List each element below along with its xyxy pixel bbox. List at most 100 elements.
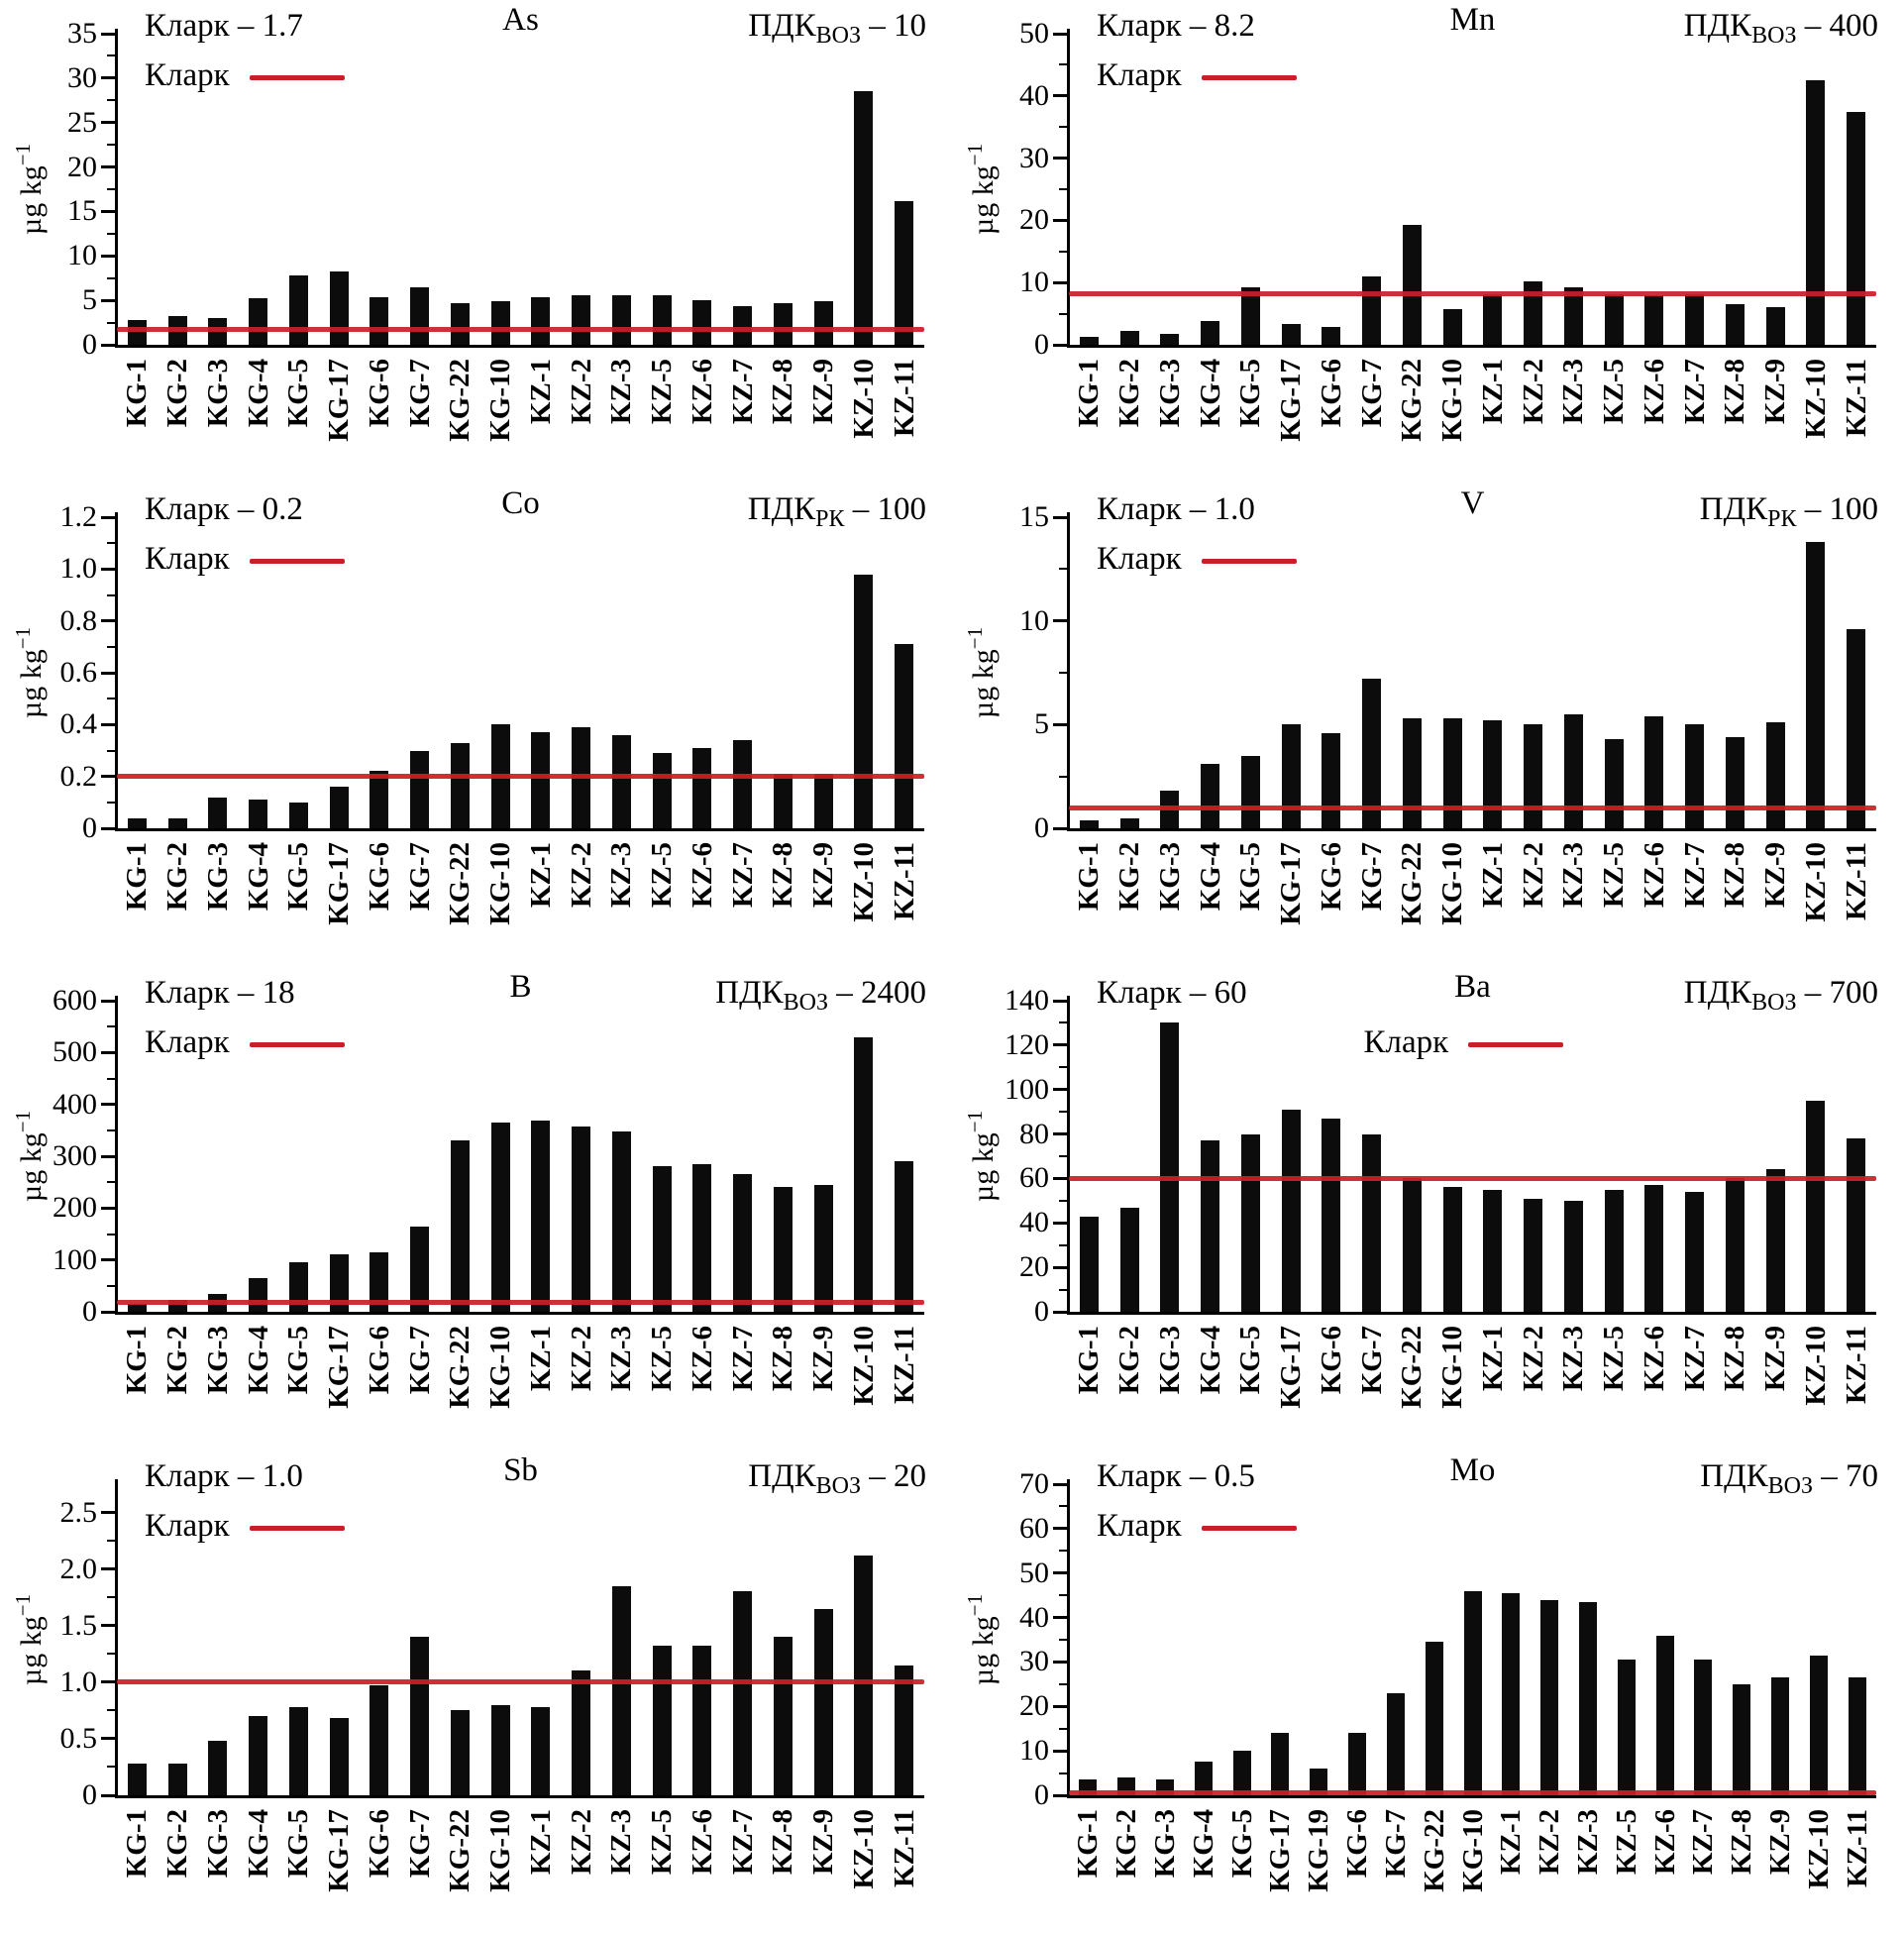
y-tick-label: 500 <box>53 1035 97 1069</box>
x-tick-label-KZ-9: KZ-9 <box>807 1809 839 1876</box>
y-minor-tick-mark <box>107 749 115 752</box>
x-tick-label-KG-10: KG-10 <box>1436 359 1468 442</box>
y-tick-label: 0 <box>1034 328 1049 361</box>
bar-KG-22 <box>451 302 470 345</box>
y-axis-line <box>1067 29 1070 345</box>
bar-KZ-3 <box>612 1130 631 1312</box>
y-minor-tick-mark <box>107 1766 115 1769</box>
y-tick-label: 15 <box>67 194 97 228</box>
clarke-legend-line <box>249 74 345 80</box>
x-tick-label-KZ-5: KZ-5 <box>1598 359 1630 425</box>
y-tick-label: 40 <box>1019 78 1049 112</box>
x-tick-label-KG-17: KG-17 <box>323 359 355 442</box>
y-tick-label: 20 <box>1019 203 1049 237</box>
x-tick-label-KG-2: KG-2 <box>1113 1326 1145 1395</box>
bar-KZ-10 <box>854 91 873 345</box>
bar-KG-6 <box>1322 327 1340 345</box>
bar-KZ-9 <box>1766 1169 1785 1312</box>
x-tick-label-KG-2: KG-2 <box>161 1326 193 1395</box>
y-tick-mark <box>101 1050 115 1054</box>
y-axis-line <box>1067 512 1070 828</box>
y-tick-label: 0.2 <box>59 759 98 793</box>
x-tick-label-KZ-8: KZ-8 <box>767 1326 798 1392</box>
x-tick-label-KZ-6: KZ-6 <box>687 1326 718 1392</box>
chart-panel-Mo: µg kg−1 Кларк – 0.5 Mo ПДКВОЗ – 70 Кларк 0 10 2… <box>952 1450 1904 1934</box>
y-tick-label: 20 <box>1019 1250 1049 1284</box>
x-tick-label-KZ-5: KZ-5 <box>1611 1809 1642 1876</box>
bar-KG-4 <box>249 800 267 828</box>
bar-KZ-8 <box>1726 736 1745 828</box>
pdk-base: ПДК <box>747 491 816 527</box>
y-axis-line <box>115 512 118 828</box>
x-tick-label-KG-22: KG-22 <box>444 1809 476 1892</box>
bar-KZ-7 <box>733 305 752 345</box>
element-title: Sb <box>503 1452 538 1488</box>
y-tick-mark <box>101 254 115 258</box>
clarke-legend-line <box>1201 74 1297 80</box>
pdk-base: ПДК <box>715 975 784 1011</box>
x-tick-label-KZ-3: KZ-3 <box>605 1809 637 1876</box>
y-minor-tick-mark <box>1059 63 1067 66</box>
x-tick-label-KG-22: KG-22 <box>1419 1809 1450 1892</box>
clarke-value-label: Кларк – 1.0 <box>145 1458 303 1494</box>
bar-KG-10 <box>1443 1187 1462 1312</box>
bar-KZ-3 <box>1564 713 1583 828</box>
pdk-base: ПДК <box>1700 1458 1768 1494</box>
pdk-label: ПДКВОЗ – 70 <box>1700 1458 1878 1500</box>
bar-KZ-9 <box>1771 1677 1789 1795</box>
y-tick-mark <box>101 1680 115 1684</box>
x-tick-label-KZ-8: KZ-8 <box>767 842 798 909</box>
bar-KZ-5 <box>1605 1189 1624 1312</box>
bar-KG-2 <box>1120 331 1139 345</box>
x-tick-label-KZ-9: KZ-9 <box>807 842 839 909</box>
x-tick-label-KZ-9: KZ-9 <box>807 1326 839 1392</box>
bar-KG-17 <box>1271 1733 1289 1795</box>
bar-KG-19 <box>1310 1769 1327 1795</box>
clarke-legend: Кларк <box>145 57 345 94</box>
clarke-legend-label: Кларк <box>1097 1508 1182 1544</box>
bar-KZ-3 <box>612 734 631 828</box>
bar-KG-5 <box>1233 1751 1251 1795</box>
y-tick-mark <box>101 165 115 169</box>
x-tick-label-KZ-5: KZ-5 <box>646 359 678 425</box>
bar-KZ-10 <box>854 1555 873 1795</box>
bar-KZ-10 <box>854 574 873 828</box>
y-tick-label: 0 <box>82 1295 97 1328</box>
bar-KZ-1 <box>531 732 550 828</box>
x-tick-label-KG-3: KG-3 <box>202 1809 234 1879</box>
bar-KG-2 <box>168 1764 187 1795</box>
y-tick-mark <box>101 1206 115 1210</box>
y-tick-mark <box>1053 32 1067 36</box>
y-tick-label: 10 <box>1019 603 1049 637</box>
y-minor-tick-mark <box>1059 126 1067 129</box>
bar-KZ-3 <box>612 1585 631 1795</box>
y-tick-mark <box>1053 218 1067 222</box>
y-tick-mark <box>101 775 115 779</box>
y-tick-label: 1.0 <box>59 552 98 586</box>
bar-KG-4 <box>249 1716 267 1795</box>
y-tick-mark <box>1053 1043 1067 1047</box>
x-tick-label-KZ-1: KZ-1 <box>1477 359 1509 425</box>
x-tick-label-KG-1: KG-1 <box>1073 842 1105 912</box>
x-tick-label-KZ-3: KZ-3 <box>605 359 637 425</box>
bar-KG-6 <box>1348 1733 1366 1795</box>
bar-KG-17 <box>1282 1109 1301 1312</box>
x-tick-label-KG-6: KG-6 <box>364 842 395 912</box>
y-minor-tick-mark <box>1059 775 1067 778</box>
bar-KG-7 <box>1387 1692 1405 1795</box>
bar-KZ-6 <box>692 1163 711 1312</box>
x-tick-label-KZ-8: KZ-8 <box>1719 842 1750 909</box>
x-tick-label-KG-5: KG-5 <box>282 359 314 428</box>
bar-KZ-1 <box>1483 1189 1502 1312</box>
clarke-legend-line <box>249 1041 345 1047</box>
bar-KZ-6 <box>692 747 711 828</box>
x-tick-label-KZ-11: KZ-11 <box>1841 1326 1872 1404</box>
x-axis-line <box>1067 828 1876 831</box>
x-tick-label-KZ-7: KZ-7 <box>727 842 759 909</box>
y-tick-label: 50 <box>1019 1556 1049 1589</box>
y-axis-line <box>115 996 118 1312</box>
bar-KG-17 <box>330 1718 349 1795</box>
bar-KG-10 <box>491 1704 510 1795</box>
x-tick-label-KZ-11: KZ-11 <box>1841 842 1872 920</box>
clarke-legend-label: Кларк <box>145 541 230 577</box>
